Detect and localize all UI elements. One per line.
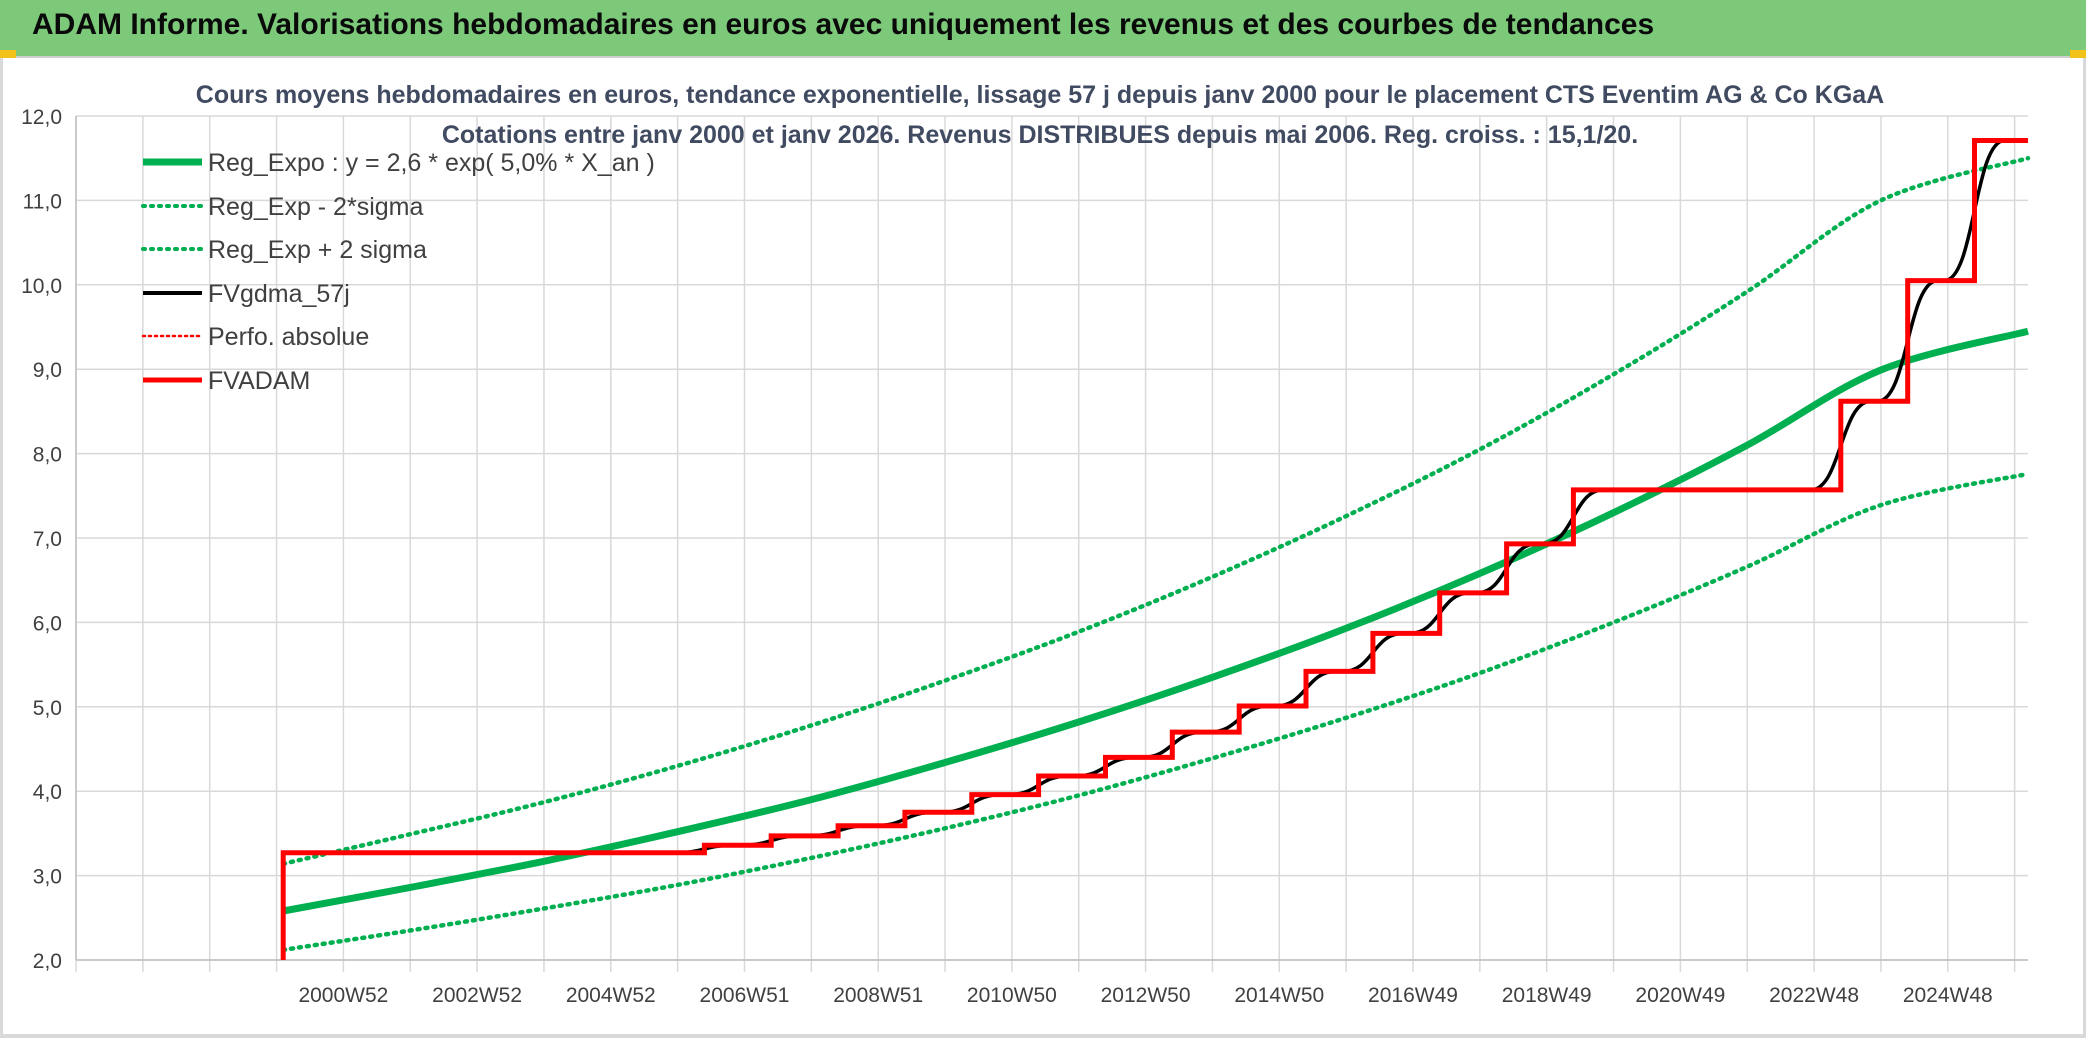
x-tick-label: 2022W48 xyxy=(1769,984,1859,1007)
x-tick-label: 2002W52 xyxy=(432,984,522,1007)
chart-title: Cours moyens hebdomadaires en euros, ten… xyxy=(196,81,1884,109)
legend-label: FVgdma_57j xyxy=(208,280,350,308)
chart-grid xyxy=(75,115,2028,972)
series-fvgdma-57j xyxy=(283,138,2028,855)
x-tick-label: 2012W50 xyxy=(1101,984,1191,1007)
y-axis: 2,0 3,0 4,0 5,0 6,0 7,0 8,0 9,0 10,0 11,0 12,0 xyxy=(21,106,62,973)
valuation-chart: 2,0 3,0 4,0 5,0 6,0 7,0 8,0 9,0 10,0 11,0 12,0 200… xyxy=(21,81,2031,1007)
series-fvadam xyxy=(280,138,2028,960)
y-tick-label: 10,0 xyxy=(21,275,62,298)
x-tick-label: 2024W48 xyxy=(1903,984,1993,1007)
banner-corner-left xyxy=(0,50,16,58)
report-banner: ADAM Informe. Valorisations hebdomadaire… xyxy=(0,0,2086,58)
x-tick-label: 2018W49 xyxy=(1502,984,1592,1007)
x-tick-label: 2016W49 xyxy=(1368,984,1458,1007)
x-tick-label: 2006W51 xyxy=(700,984,790,1007)
series-reg-upper xyxy=(280,155,2031,867)
frame-right xyxy=(2083,58,2086,1038)
report-title: ADAM Informe. Valorisations hebdomadaire… xyxy=(32,8,1655,41)
y-tick-label: 12,0 xyxy=(21,106,62,129)
y-tick-label: 4,0 xyxy=(33,781,62,804)
y-tick-label: 5,0 xyxy=(33,697,62,720)
y-tick-label: 9,0 xyxy=(33,359,62,382)
legend-label: FVADAM xyxy=(208,367,310,395)
frame-left xyxy=(0,58,3,1038)
legend-label: Perfo. absolue xyxy=(208,323,369,351)
y-tick-label: 6,0 xyxy=(33,612,62,635)
y-tick-label: 7,0 xyxy=(33,528,62,551)
y-tick-label: 8,0 xyxy=(33,444,62,467)
x-axis: 2000W52 2002W52 2004W52 2006W51 2008W51 2010W… xyxy=(298,984,1992,1007)
x-tick-label: 2000W52 xyxy=(298,984,388,1007)
legend-label: Reg_Expo : y = 2,6 * exp( 5,0% * X_an ) xyxy=(208,149,655,177)
legend-label: Reg_Exp + 2 sigma xyxy=(208,236,427,264)
chart-subtitle: Cotations entre janv 2000 et janv 2026. … xyxy=(442,121,1638,149)
y-tick-label: 3,0 xyxy=(33,866,62,889)
y-tick-label: 2,0 xyxy=(33,950,62,973)
x-tick-label: 2020W49 xyxy=(1635,984,1725,1007)
x-tick-label: 2010W50 xyxy=(967,984,1057,1007)
x-tick-label: 2004W52 xyxy=(566,984,656,1007)
chart-legend: Reg_Expo : y = 2,6 * exp( 5,0% * X_an ) R… xyxy=(141,149,655,395)
series-reg-lower xyxy=(280,471,2031,953)
y-tick-label: 11,0 xyxy=(23,190,62,213)
series-reg-expo xyxy=(282,327,2029,915)
legend-label: Reg_Exp - 2*sigma xyxy=(208,193,423,221)
frame-bottom xyxy=(0,1034,2086,1038)
x-tick-label: 2008W51 xyxy=(833,984,923,1007)
chart-series xyxy=(280,138,2031,960)
x-tick-label: 2014W50 xyxy=(1234,984,1324,1007)
banner-corner-right xyxy=(2070,50,2086,58)
